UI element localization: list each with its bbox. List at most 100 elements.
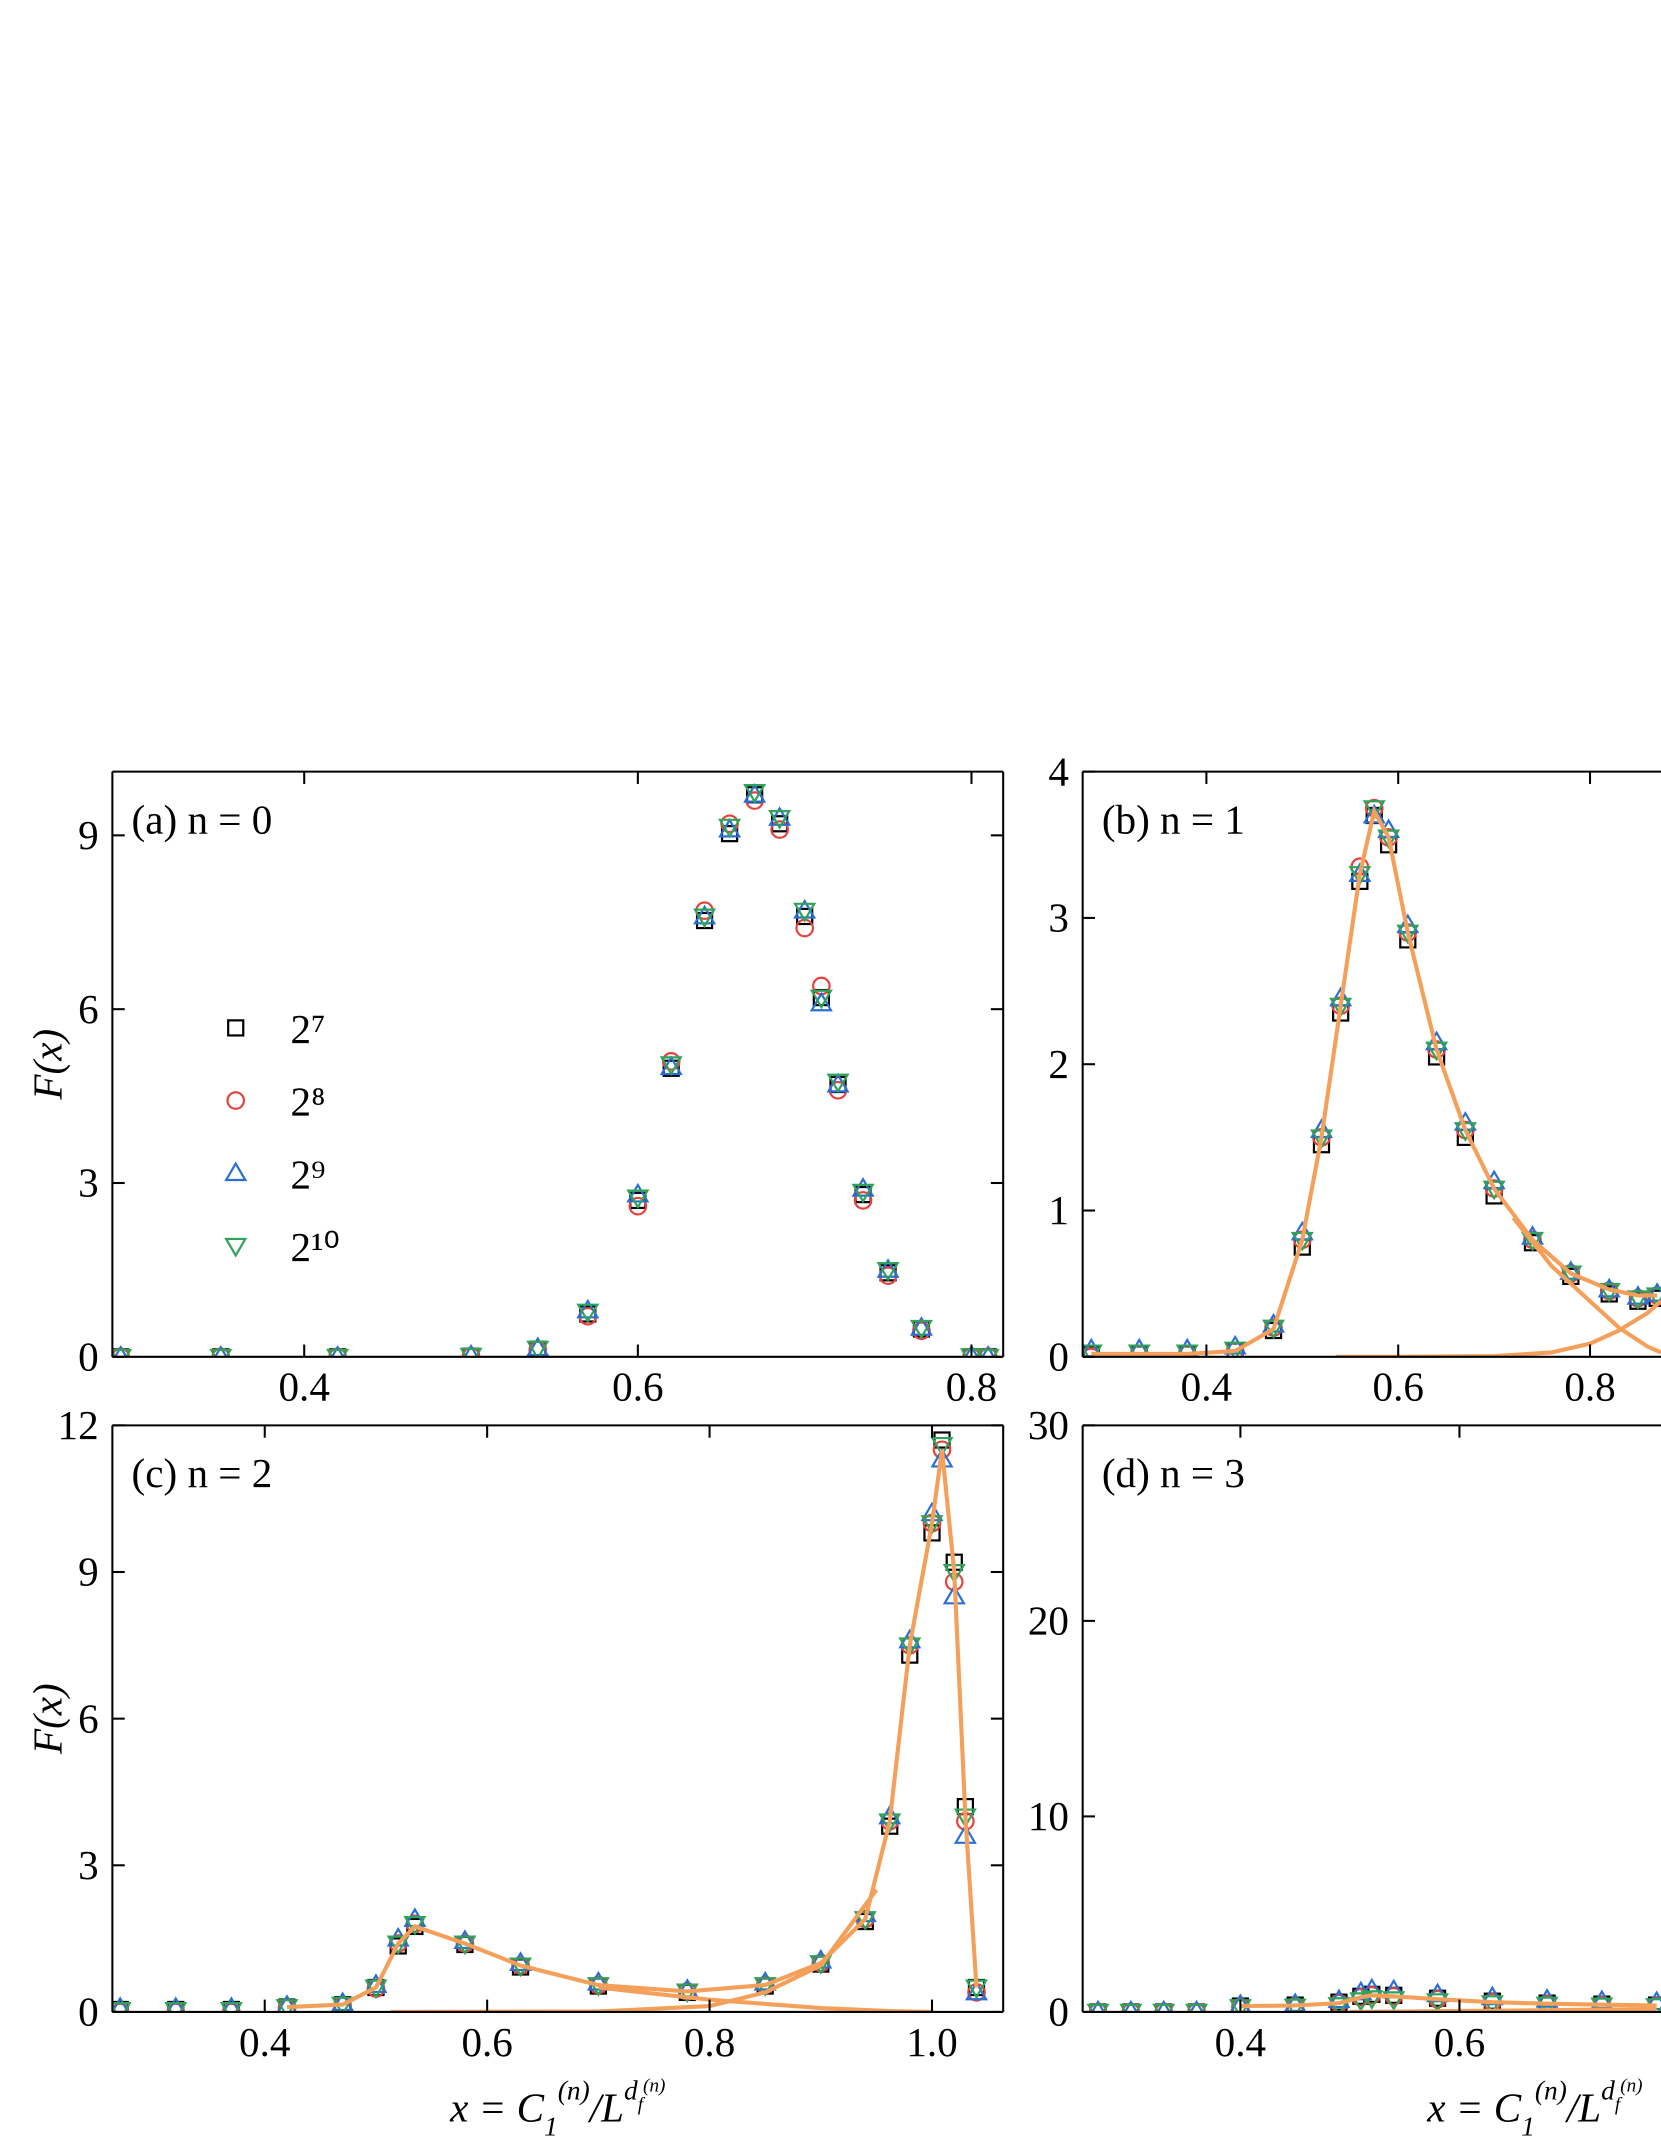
x-tick-label: 0.4 bbox=[279, 1364, 330, 1410]
marker bbox=[853, 1191, 873, 1210]
marker bbox=[826, 1073, 850, 1094]
fit-line bbox=[1335, 1299, 1661, 1357]
x-tick-label: 0.8 bbox=[946, 1364, 997, 1410]
marker bbox=[1480, 1995, 1504, 2012]
marker bbox=[1520, 1231, 1544, 1252]
marker bbox=[1223, 1334, 1247, 1355]
marker bbox=[876, 1258, 900, 1278]
y-tick-label: 9 bbox=[78, 1549, 99, 1595]
x-tick-label: 0.4 bbox=[1181, 1364, 1232, 1410]
x-axis-label: x = C1(n)/Ldf(n) bbox=[1426, 2075, 1642, 2141]
marker bbox=[112, 1348, 133, 1357]
marker bbox=[1482, 1180, 1506, 1201]
marker bbox=[1229, 1993, 1252, 2012]
plot-area bbox=[112, 783, 1000, 1357]
marker bbox=[770, 820, 789, 839]
marker bbox=[1262, 1319, 1286, 1340]
y-tick-label: 4 bbox=[1048, 748, 1069, 794]
plot-area bbox=[1082, 798, 1661, 1357]
y-tick-label: 9 bbox=[78, 812, 99, 858]
marker bbox=[851, 1177, 875, 1197]
marker bbox=[1152, 2003, 1176, 2012]
marker bbox=[659, 1056, 683, 1076]
marker bbox=[1360, 1990, 1384, 2011]
y-tick-label: 1 bbox=[1048, 1187, 1069, 1233]
legend-marker bbox=[227, 1019, 245, 1037]
marker bbox=[576, 1298, 600, 1319]
marker bbox=[526, 1340, 550, 1357]
marker bbox=[386, 1935, 410, 1956]
x-tick-label: 0.6 bbox=[612, 1364, 663, 1410]
marker bbox=[930, 1436, 954, 1457]
marker bbox=[909, 1316, 933, 1336]
marker bbox=[1590, 1997, 1614, 2012]
x-axis-label-part: x = C bbox=[449, 2085, 545, 2131]
marker bbox=[364, 1973, 388, 1994]
x-tick-label: 0.6 bbox=[461, 2019, 512, 2065]
marker bbox=[743, 783, 767, 804]
x-tick-label: 0.8 bbox=[684, 2019, 735, 2065]
marker bbox=[1327, 1997, 1351, 2012]
x-tick-label: 0.4 bbox=[239, 2019, 290, 2065]
x-tick-label: 1.0 bbox=[906, 2019, 957, 2065]
y-tick-label: 0 bbox=[78, 1989, 99, 2035]
marker bbox=[909, 1319, 933, 1340]
x-axis-label-part: /L bbox=[588, 2085, 624, 2131]
marker bbox=[1090, 1999, 1106, 2012]
x-axis-label-part: 1 bbox=[1521, 2111, 1535, 2141]
marker bbox=[1189, 1999, 1204, 2012]
marker bbox=[463, 1343, 479, 1357]
marker bbox=[809, 989, 833, 1010]
marker bbox=[693, 904, 717, 925]
plot-area bbox=[1086, 1977, 1661, 2012]
marker bbox=[851, 1183, 875, 1204]
marker bbox=[330, 1345, 345, 1357]
marker bbox=[1185, 2003, 1209, 2012]
x-axis-label-part: f bbox=[1615, 2095, 1623, 2116]
x-axis-label-part: d bbox=[624, 2076, 638, 2106]
y-tick-label: 3 bbox=[1048, 895, 1069, 941]
marker bbox=[112, 1996, 130, 2012]
marker bbox=[459, 1347, 483, 1357]
marker bbox=[403, 1916, 427, 1936]
x-tick-label: 0.4 bbox=[1215, 2019, 1266, 2065]
plot-area bbox=[112, 1431, 988, 2012]
marker bbox=[1082, 1347, 1101, 1357]
marker bbox=[876, 1261, 900, 1282]
x-axis-label-part: d bbox=[1601, 2076, 1615, 2106]
marker bbox=[526, 1336, 550, 1357]
x-axis-label-part: (n) bbox=[558, 2076, 590, 2106]
panel: 0.4 0.6 0.8 0 1 2 3 4 (b) n = 1 bbox=[1048, 748, 1661, 1410]
marker bbox=[1362, 803, 1386, 824]
marker bbox=[718, 818, 742, 839]
legend-marker bbox=[226, 1091, 246, 1110]
marker bbox=[1349, 1992, 1373, 2012]
x-tick-label: 0.8 bbox=[1564, 1364, 1615, 1410]
marker bbox=[626, 1189, 650, 1210]
marker bbox=[1262, 1312, 1286, 1333]
y-tick-label: 30 bbox=[1028, 1402, 1069, 1448]
y-tick-label: 3 bbox=[78, 1160, 99, 1206]
x-axis-label-part: (n) bbox=[1535, 2076, 1567, 2106]
marker bbox=[213, 1345, 228, 1357]
marker bbox=[576, 1303, 600, 1324]
marker bbox=[628, 1196, 648, 1216]
marker bbox=[1119, 2003, 1143, 2012]
y-axis-label: F(x) bbox=[25, 1029, 72, 1101]
panel-label: (d) n = 3 bbox=[1102, 1450, 1245, 1497]
marker bbox=[1535, 1996, 1559, 2012]
x-axis-label-part: (n) bbox=[1620, 2075, 1642, 2096]
marker bbox=[276, 1994, 298, 2012]
fit-line bbox=[286, 1449, 979, 2010]
x-axis-label-part: x = C bbox=[1426, 2085, 1522, 2131]
marker bbox=[768, 806, 792, 826]
y-tick-label: 12 bbox=[58, 1402, 99, 1448]
marker bbox=[793, 898, 817, 919]
y-tick-label: 0 bbox=[78, 1334, 99, 1380]
marker bbox=[1645, 1282, 1661, 1302]
marker bbox=[981, 1345, 996, 1357]
x-tick-label: 0.6 bbox=[1434, 2019, 1485, 2065]
marker bbox=[1626, 1290, 1650, 1311]
